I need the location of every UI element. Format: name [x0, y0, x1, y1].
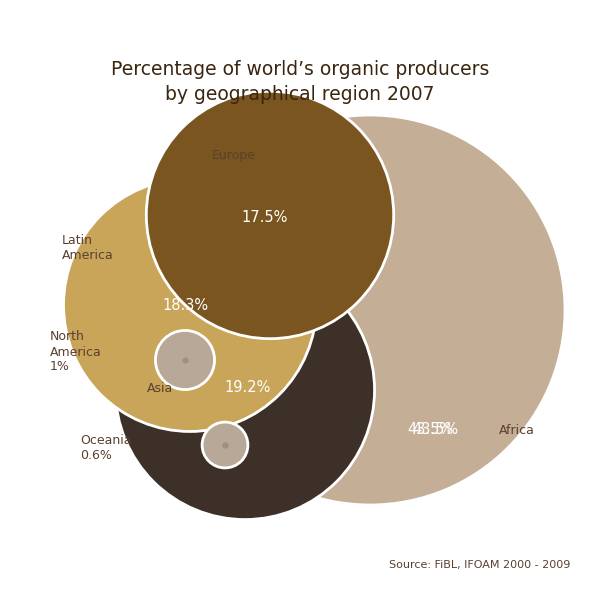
Text: North
America
1%: North America 1%: [50, 331, 102, 373]
Text: Oceania
0.6%: Oceania 0.6%: [80, 434, 131, 462]
Text: 19.2%: 19.2%: [225, 380, 271, 395]
Circle shape: [64, 179, 316, 431]
Text: Europe: Europe: [212, 148, 256, 161]
Circle shape: [155, 331, 215, 389]
Text: Percentage of world’s organic producers
by geographical region 2007: Percentage of world’s organic producers …: [111, 60, 489, 104]
Circle shape: [146, 91, 394, 338]
Circle shape: [202, 422, 248, 468]
Text: 18.3%: 18.3%: [162, 298, 208, 313]
Text: 43.5%: 43.5%: [412, 422, 458, 437]
Circle shape: [115, 260, 374, 520]
Text: Africa: Africa: [499, 424, 535, 437]
Circle shape: [175, 115, 565, 505]
Text: 43.5%: 43.5%: [407, 422, 453, 437]
Text: Asia: Asia: [147, 382, 173, 395]
Text: Latin
America: Latin America: [62, 234, 114, 262]
Text: Source: FiBL, IFOAM 2000 - 2009: Source: FiBL, IFOAM 2000 - 2009: [389, 560, 570, 570]
Text: 17.5%: 17.5%: [242, 211, 288, 226]
